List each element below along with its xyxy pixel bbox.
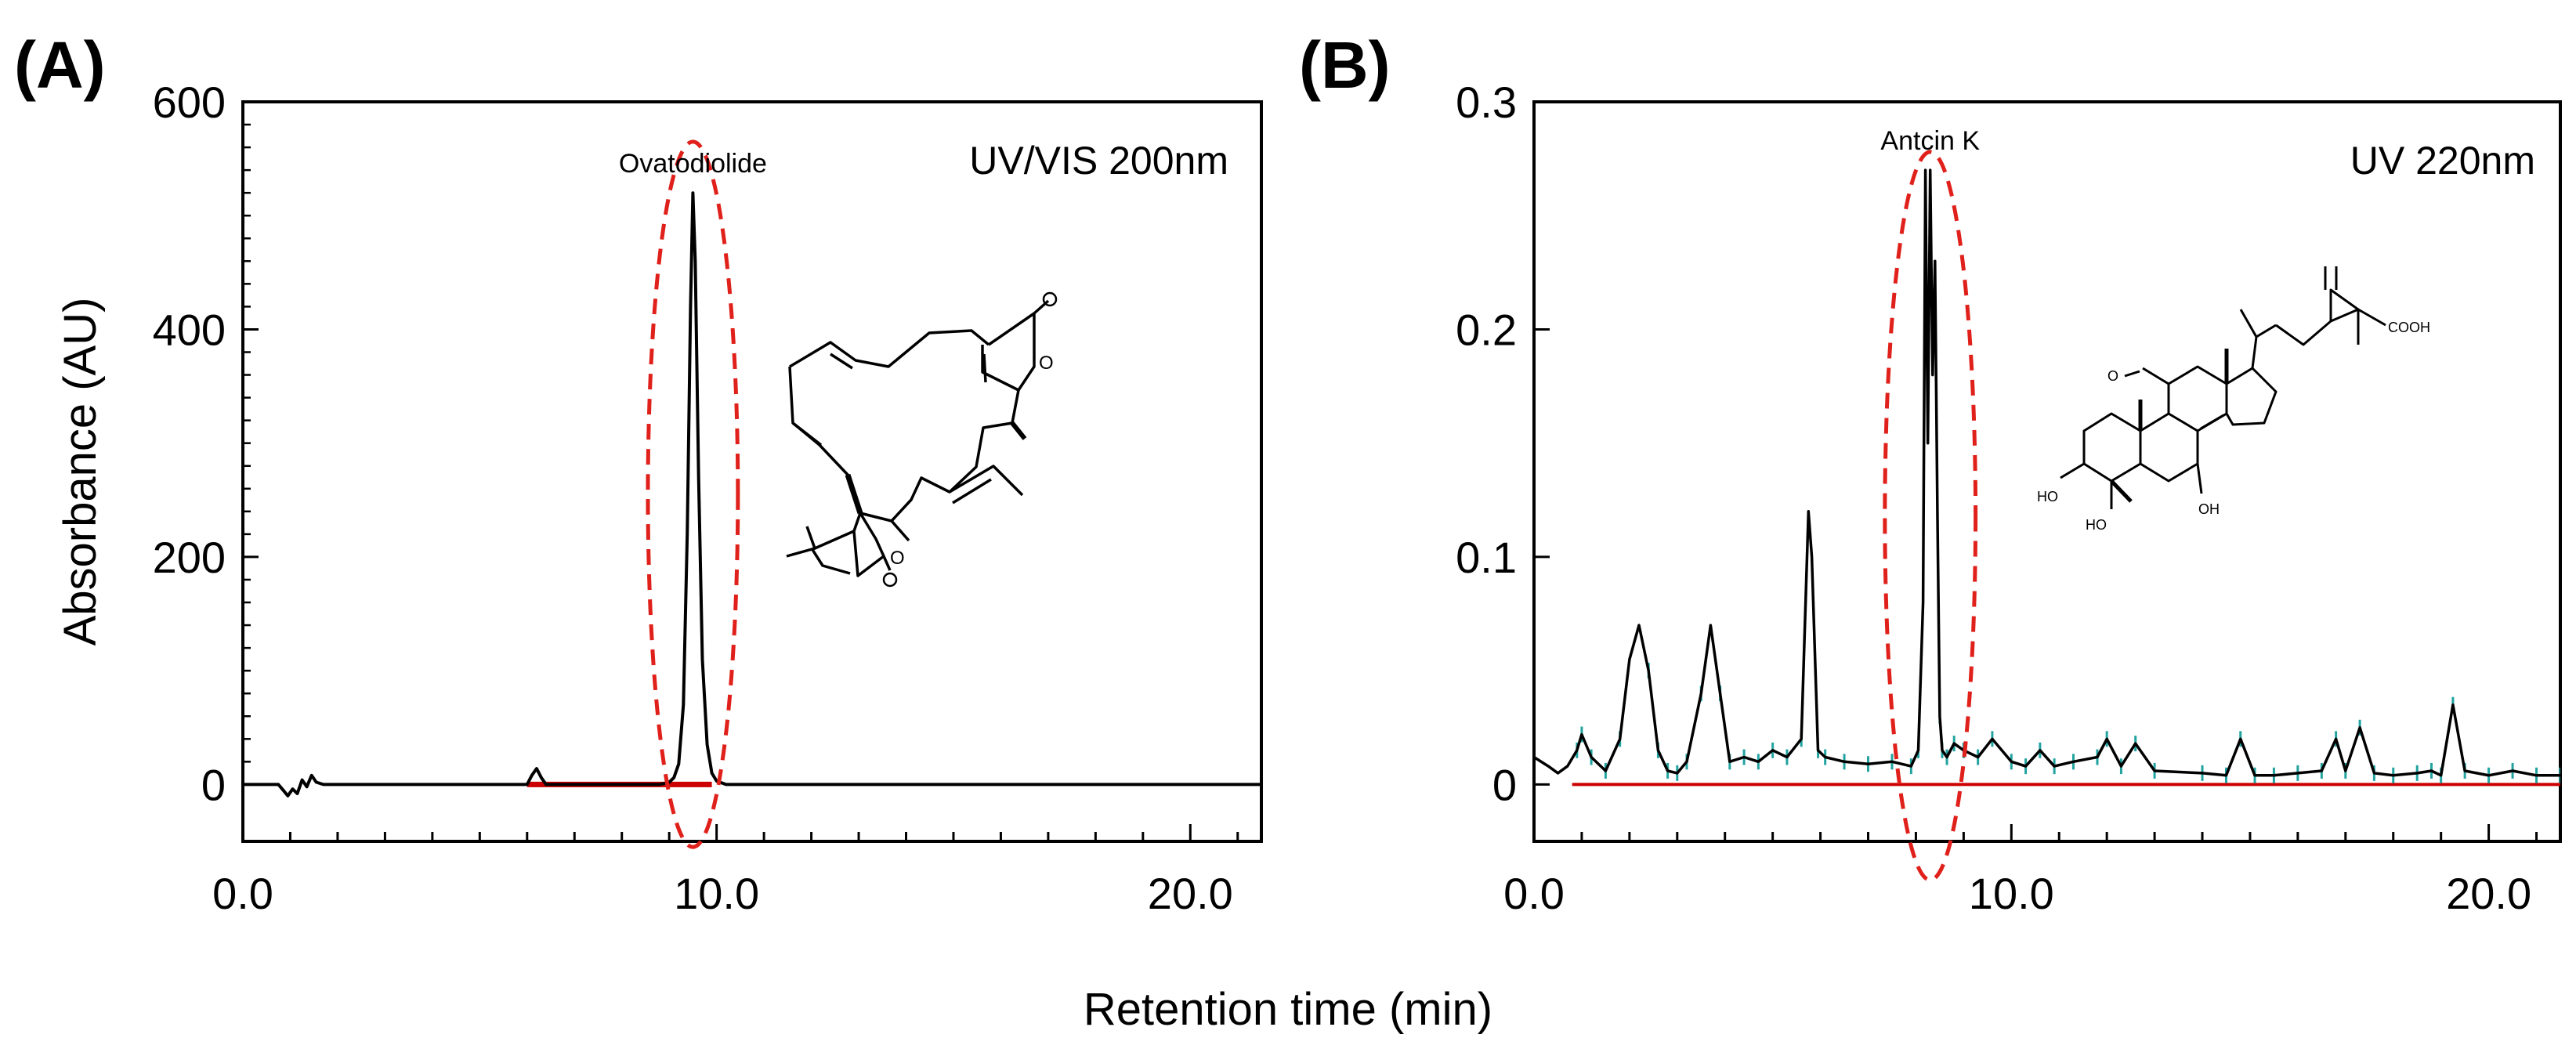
panel-a: (A) 0 200 400 600 0.0 10.0 20.0 Absorban… <box>14 28 1263 918</box>
panel-b-ytick-1: 0.1 <box>1456 533 1517 582</box>
panel-b-ytick-0: 0 <box>1492 760 1517 809</box>
panel-b-x-tick-labels: 0.0 10.0 20.0 <box>1503 869 2531 918</box>
antcin-k-cooh: COOH <box>2388 320 2430 335</box>
panel-b-highlight-ellipse <box>1883 150 1978 882</box>
panel-a-plot-frame <box>241 100 1263 843</box>
panel-a-chromatogram-line <box>243 191 1261 797</box>
panel-a-ytick-0: 0 <box>201 760 226 809</box>
antcin-k-oh-1: HO <box>2037 489 2058 504</box>
panel-b-peak-label: Antcin K <box>1880 126 1980 156</box>
panel-a-ticks <box>241 100 1239 841</box>
panel-b-ytick-3: 0.3 <box>1456 78 1517 127</box>
panel-b-detector-label: UV 220nm <box>2350 139 2535 183</box>
ovatodiolide-o-ring-1: O <box>1039 353 1054 374</box>
y-axis-title: Absorbance (AU) <box>55 298 106 646</box>
ovatodiolide-o-ring-2: O <box>890 548 905 569</box>
ovatodiolide-structure <box>786 291 1058 588</box>
panel-a-y-tick-labels: 0 200 400 600 <box>153 78 226 809</box>
panel-a-ytick-1: 200 <box>153 533 226 582</box>
panel-b-y-tick-labels: 0 0.1 0.2 0.3 <box>1456 78 1517 809</box>
panel-a-xtick-0: 0.0 <box>212 869 273 918</box>
panel-b-ticks <box>1532 100 2538 841</box>
panel-a-detector-label: UV/VIS 200nm <box>969 139 1228 183</box>
panel-a-xtick-2: 20.0 <box>1148 869 1233 918</box>
antcin-k-o-ketone: O <box>2107 368 2118 384</box>
panel-b-chromatogram-line <box>1534 168 2560 777</box>
panel-a-ytick-3: 600 <box>153 78 226 127</box>
panel-a-x-tick-labels: 0.0 10.0 20.0 <box>212 869 1233 918</box>
panel-b-ytick-2: 0.2 <box>1456 305 1517 354</box>
panel-a-peak-label: Ovatodiolide <box>619 149 767 179</box>
x-axis-title: Retention time (min) <box>1084 984 1492 1035</box>
panel-a-xtick-1: 10.0 <box>674 869 759 918</box>
panel-a-highlight-ellipse <box>646 139 740 849</box>
panel-a-label: (A) <box>14 28 106 102</box>
panel-a-ytick-2: 400 <box>153 305 226 354</box>
panel-b-xtick-1: 10.0 <box>1969 869 2054 918</box>
panel-b-xtick-2: 20.0 <box>2446 869 2531 918</box>
panel-b: (B) 0 0.1 0.2 0.3 0.0 10.0 20.0 UV 220nm… <box>1299 28 2562 918</box>
antcin-k-oh-2: HO <box>2086 517 2107 533</box>
antcin-k-oh-3: OH <box>2198 501 2220 517</box>
panel-b-plot-frame <box>1532 100 2562 843</box>
antcin-k-structure <box>2060 266 2386 509</box>
panel-b-label: (B) <box>1299 28 1391 102</box>
panel-b-xtick-0: 0.0 <box>1503 869 1565 918</box>
